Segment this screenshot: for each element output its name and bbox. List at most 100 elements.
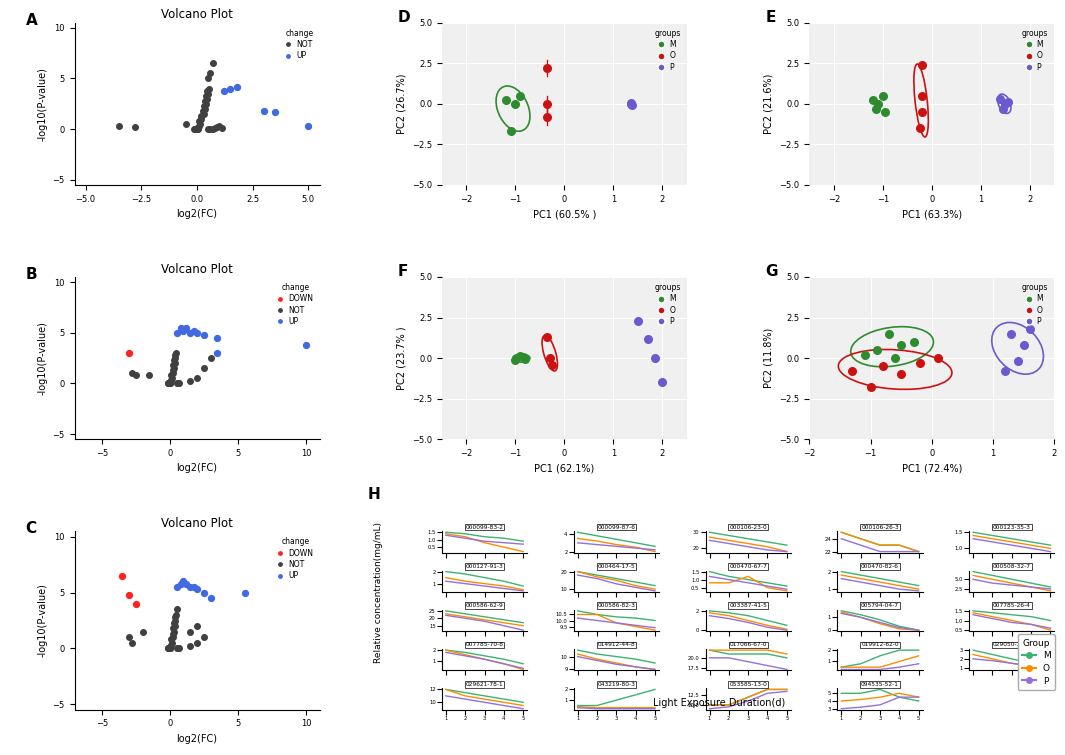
Point: [213, 122, 230, 134]
Point: [502, 125, 519, 137]
Point: [266, 106, 283, 118]
Title: 043219-80-3: 043219-80-3: [597, 682, 635, 687]
Point: [190, 122, 207, 134]
Point: [197, 90, 214, 102]
Title: 029050-33-7: 029050-33-7: [993, 643, 1031, 647]
Point: [199, 88, 216, 100]
Point: [161, 643, 178, 655]
Point: [182, 626, 199, 638]
Point: [869, 97, 886, 109]
Point: [189, 122, 206, 134]
Legend: M, O, P: M, O, P: [652, 26, 683, 74]
Text: E: E: [766, 10, 775, 25]
Point: [162, 377, 179, 389]
X-axis label: log2(FC): log2(FC): [177, 734, 217, 744]
Point: [167, 615, 184, 627]
Point: [541, 352, 558, 364]
Point: [194, 105, 211, 117]
Point: [120, 631, 137, 643]
Point: [1009, 356, 1026, 368]
Point: [167, 352, 184, 364]
Point: [195, 631, 212, 643]
Point: [543, 359, 560, 371]
Point: [166, 349, 183, 361]
Legend: NOT, UP: NOT, UP: [283, 26, 315, 63]
Point: [165, 617, 182, 629]
Point: [874, 360, 891, 372]
Point: [209, 347, 226, 359]
Title: 000099-83-2: 000099-83-2: [465, 525, 504, 529]
Point: [166, 357, 183, 369]
Point: [182, 640, 199, 652]
Point: [170, 377, 187, 389]
Point: [173, 322, 190, 334]
Legend: DOWN, NOT, UP: DOWN, NOT, UP: [276, 281, 315, 328]
Point: [164, 367, 181, 379]
Point: [512, 90, 529, 102]
Point: [195, 362, 212, 374]
Title: 000586-82-3: 000586-82-3: [597, 603, 635, 608]
Point: [178, 118, 195, 130]
Title: 053585-13-0: 053585-13-0: [730, 682, 767, 687]
Point: [161, 378, 178, 390]
Point: [197, 97, 214, 109]
Title: 000586-62-9: 000586-62-9: [465, 603, 504, 608]
Point: [163, 633, 180, 646]
Point: [199, 123, 216, 135]
Point: [905, 336, 922, 348]
Point: [166, 611, 183, 623]
Point: [209, 331, 226, 344]
Title: 000464-17-5: 000464-17-5: [597, 564, 635, 569]
Point: [120, 589, 137, 601]
X-axis label: PC1 (72.4%): PC1 (72.4%): [902, 464, 962, 473]
Point: [163, 639, 180, 651]
Point: [186, 123, 203, 135]
Point: [161, 376, 178, 388]
Title: 000470-82-6: 000470-82-6: [862, 564, 899, 569]
Point: [161, 378, 178, 390]
Point: [164, 631, 181, 643]
Point: [160, 378, 177, 390]
Point: [654, 376, 671, 388]
Point: [168, 327, 185, 339]
X-axis label: PC1 (62.1%): PC1 (62.1%): [535, 464, 594, 473]
Title: 000127-91-3: 000127-91-3: [465, 564, 504, 569]
Point: [507, 97, 524, 109]
Point: [165, 622, 182, 634]
Title: 003387-41-5: 003387-41-5: [730, 603, 767, 608]
Point: [198, 85, 215, 97]
Point: [215, 85, 232, 97]
Y-axis label: PC2 (11.8%): PC2 (11.8%): [764, 328, 774, 388]
Point: [517, 353, 534, 365]
Point: [165, 354, 182, 366]
Point: [168, 643, 185, 655]
Point: [892, 368, 910, 381]
Point: [173, 578, 190, 590]
Point: [992, 93, 1009, 105]
Point: [190, 122, 207, 134]
Point: [187, 123, 204, 135]
Point: [196, 94, 213, 106]
Title: 000508-32-7: 000508-32-7: [993, 564, 1031, 569]
Title: 017066-67-0: 017066-67-0: [730, 643, 767, 647]
Point: [124, 636, 141, 649]
Title: Volcano Plot: Volcano Plot: [161, 8, 233, 21]
Point: [178, 322, 195, 334]
Point: [1003, 328, 1020, 340]
Point: [195, 100, 212, 112]
Point: [160, 643, 177, 655]
Point: [189, 123, 206, 135]
Point: [185, 325, 202, 337]
Point: [193, 110, 210, 122]
Y-axis label: PC2 (26.7%): PC2 (26.7%): [396, 73, 407, 134]
Point: [256, 105, 273, 117]
Point: [202, 123, 219, 135]
Point: [914, 90, 931, 102]
Point: [111, 120, 128, 132]
Point: [204, 57, 222, 69]
Point: [165, 362, 182, 374]
Point: [191, 115, 208, 127]
Point: [189, 584, 206, 596]
Point: [189, 636, 206, 649]
Point: [623, 98, 640, 110]
